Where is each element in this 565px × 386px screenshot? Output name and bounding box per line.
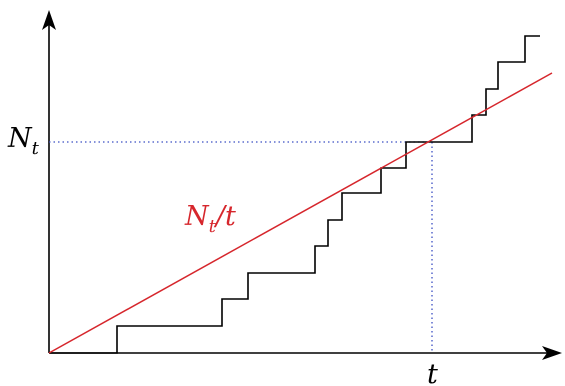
y-level-label-sub: t: [32, 138, 40, 159]
rate-line: [48, 72, 553, 354]
y-level-label-main: N: [7, 123, 33, 154]
y-level-label: Nt: [7, 123, 40, 159]
rate-line-label-sub: t: [209, 216, 217, 237]
rate-line-label-tail: /t: [213, 201, 236, 232]
rate-line-label-main: N: [184, 201, 210, 232]
x-level-label: t: [427, 359, 438, 386]
x-axis-arrow-icon: [542, 346, 562, 360]
y-axis-arrow-icon: [42, 10, 56, 30]
rate-line-label: Nt/t: [184, 201, 236, 237]
step-function: [49, 35, 540, 354]
